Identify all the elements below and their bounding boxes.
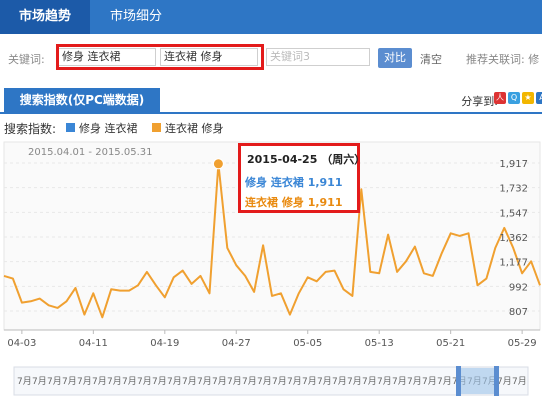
timeline-month-16: 7月 [257, 376, 272, 387]
timeline-month-19: 7月 [302, 376, 317, 387]
compare-button[interactable]: 对比 [378, 48, 412, 68]
timeline-scrubber[interactable]: 7月 7月 7月 7月 7月 7月 7月 7月 7月 7月 7月 7月 7月 7月 7月 7月 7月 7月 7月 7月… [13, 366, 529, 396]
timeline-month-25: 7月 [392, 376, 407, 387]
timeline-month-17: 7月 [272, 376, 287, 387]
timeline-handle-left [456, 366, 461, 396]
keyword-input-3[interactable] [266, 48, 370, 66]
x-tick-label-0: 04-03 [7, 338, 36, 349]
share-label: 分享到: [461, 95, 498, 108]
timeline-month-21: 7月 [332, 376, 347, 387]
tooltip-row-1: 修身 连衣裙 1,911 [245, 174, 342, 190]
chart-y-ticks: 1,917 1,732 1,547 1,362 1,177 992 807 [499, 159, 528, 318]
chart-tooltip: 2015-04-25 （周六） 修身 连衣裙 1,911 连衣裙 修身 1,91… [238, 143, 365, 213]
top-tab-bar: 市场趋势 市场细分 [0, 0, 542, 34]
timeline-month-33: 7月 [512, 376, 527, 387]
x-tick-label-5: 05-13 [365, 338, 394, 349]
y-tick-label-1: 1,732 [499, 184, 528, 195]
timeline-month-18: 7月 [287, 376, 302, 387]
x-tick-label-1: 04-11 [79, 338, 108, 349]
x-tick-label-2: 04-19 [150, 338, 179, 349]
highlight-point-0 [212, 158, 224, 170]
keyword-input-2[interactable] [160, 48, 258, 66]
chart-grid [3, 141, 541, 331]
timeline-month-7: 7月 [122, 376, 137, 387]
timeline-month-8: 7月 [137, 376, 152, 387]
timeline-selection [458, 368, 496, 394]
timeline-month-5: 7月 [92, 376, 107, 387]
legend-swatch-blue [66, 123, 75, 132]
timeline-month-24: 7月 [377, 376, 392, 387]
y-tick-label-2: 1,547 [499, 208, 528, 219]
timeline-month-3: 7月 [62, 376, 77, 387]
legend-item-1-label: 修身 连衣裙 [79, 122, 138, 135]
timeline-month-13: 7月 [212, 376, 227, 387]
timeline-handle-right [494, 366, 499, 396]
series-line-0 [3, 162, 541, 319]
legend-item-2-label: 连衣裙 修身 [165, 122, 224, 135]
qq-icon[interactable]: Q [508, 92, 520, 104]
timeline-month-26: 7月 [407, 376, 422, 387]
timeline-month-9: 7月 [152, 376, 167, 387]
y-tick-label-5: 992 [509, 282, 528, 293]
section-header: 搜索指数(仅PC端数据) 分享到: 人 Q ★ A [0, 88, 542, 114]
keyword-highlight-box [56, 44, 264, 70]
timeline-month-2: 7月 [47, 376, 62, 387]
timeline-month-1: 7月 [32, 376, 47, 387]
tooltip-row-1-value: 1,911 [307, 176, 343, 189]
timeline-month-0: 7月 [17, 376, 32, 387]
legend-swatch-orange [152, 123, 161, 132]
timeline-month-14: 7月 [227, 376, 242, 387]
tab-market-segment[interactable]: 市场细分 [109, 9, 162, 24]
timeline-month-4: 7月 [77, 376, 92, 387]
keyword-bar: 关键词: 对比 清空 推荐关联词: 修 [0, 42, 542, 74]
clear-link[interactable]: 清空 [420, 53, 442, 66]
recommend-label: 推荐关联词: 修 [466, 53, 540, 66]
timeline-month-27: 7月 [422, 376, 437, 387]
date-range-label: 2015.04.01 - 2015.05.31 [28, 147, 153, 158]
x-tick-label-3: 04-27 [222, 338, 251, 349]
chart-series [3, 158, 541, 319]
tab-market-trend[interactable]: 市场趋势 [0, 0, 90, 34]
tooltip-date: 2015-04-25 （周六） [247, 153, 366, 166]
x-tick-label-7: 05-29 [508, 338, 537, 349]
keyword-label: 关键词: [8, 53, 45, 66]
timeline-month-10: 7月 [167, 376, 182, 387]
timeline-month-28: 7月 [437, 376, 452, 387]
timeline-track [13, 366, 529, 396]
timeline-month-22: 7月 [347, 376, 362, 387]
timeline-month-6: 7月 [107, 376, 122, 387]
chart-x-ticks: 04-03 04-11 04-19 04-27 05-05 05-13 05-21 05-29 [7, 330, 537, 349]
timeline-month-15: 7月 [242, 376, 257, 387]
y-tick-label-4: 1,177 [499, 258, 528, 269]
tooltip-row-1-name: 修身 连衣裙 [245, 176, 304, 189]
timeline-month-12: 7月 [197, 376, 212, 387]
y-tick-label-0: 1,917 [499, 159, 528, 170]
renren-icon[interactable]: 人 [494, 92, 506, 104]
plot-area [3, 141, 541, 331]
timeline-month-32: 7月 [497, 376, 512, 387]
weibo-icon[interactable]: A [536, 92, 542, 104]
tooltip-row-2: 连衣裙 修身 1,911 [245, 194, 342, 210]
x-tick-label-6: 05-21 [436, 338, 465, 349]
timeline-month-11: 7月 [182, 376, 197, 387]
y-tick-label-3: 1,362 [499, 233, 528, 244]
legend-item-2[interactable]: 连衣裙 修身 [152, 120, 224, 136]
qzone-icon[interactable]: ★ [522, 92, 534, 104]
legend-item-1[interactable]: 修身 连衣裙 [66, 120, 138, 136]
timeline-month-23: 7月 [362, 376, 377, 387]
legend-label: 搜索指数: [4, 122, 57, 136]
y-tick-label-6: 807 [509, 307, 528, 318]
tooltip-row-2-value: 1,911 [307, 196, 343, 209]
timeline-month-20: 7月 [317, 376, 332, 387]
section-title: 搜索指数(仅PC端数据) [4, 88, 160, 112]
keyword-input-1[interactable] [58, 48, 156, 66]
x-tick-label-4: 05-05 [293, 338, 322, 349]
tooltip-row-2-name: 连衣裙 修身 [245, 196, 304, 209]
